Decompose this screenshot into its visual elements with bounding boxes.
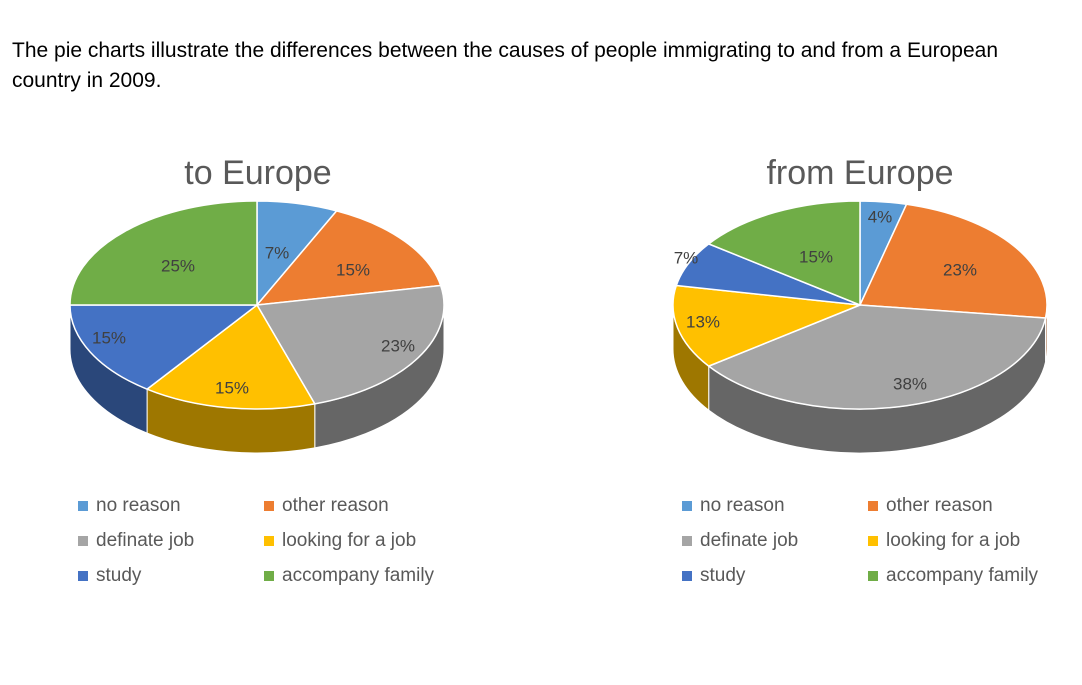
data-label-accompany-family: 25% <box>161 256 195 275</box>
legend-swatch <box>264 571 274 581</box>
chart-title-to-europe: to Europe <box>184 154 332 192</box>
legend-label: looking for a job <box>282 530 417 551</box>
data-label-study: 7% <box>674 248 699 267</box>
legend-swatch <box>264 536 274 546</box>
pie-slice-accompany-family <box>69 200 258 306</box>
legend-swatch <box>682 571 692 581</box>
legend-item-accompany-family: accompany family <box>264 564 434 588</box>
legend-item-definate-job: definate job <box>78 529 194 553</box>
data-label-definate-job: 38% <box>893 374 927 393</box>
legend-label: accompany family <box>282 565 435 586</box>
legend-item-no-reason: no reason <box>682 494 785 518</box>
legend-label: study <box>700 565 746 586</box>
legend-item-accompany-family: accompany family <box>868 564 1038 588</box>
pie-from-europe: 4% 23% 38% 13% 7% 15% <box>672 200 1048 454</box>
legend-label: study <box>96 565 142 586</box>
legend-swatch <box>868 501 878 511</box>
legend-label: other reason <box>886 495 993 516</box>
legend-item-other-reason: other reason <box>868 494 993 518</box>
legend-swatch <box>682 536 692 546</box>
legend-swatch <box>868 571 878 581</box>
legend-swatch <box>78 536 88 546</box>
description: The pie charts illustrate the difference… <box>12 39 999 92</box>
legend-swatch <box>78 571 88 581</box>
legend-label: other reason <box>282 495 389 516</box>
legend-label: accompany family <box>886 565 1039 586</box>
legend-label: definate job <box>700 530 799 551</box>
data-label-no-reason: 7% <box>265 243 290 262</box>
data-label-accompany-family: 15% <box>799 247 833 266</box>
legend-swatch <box>264 501 274 511</box>
pie-slice-definate-job <box>256 284 445 405</box>
pie-slice-other-reason <box>256 210 442 306</box>
legend-item-study: study <box>78 564 141 588</box>
pie-slice-looking-for-a-job <box>672 284 861 367</box>
data-label-looking-for-a-job: 13% <box>686 312 720 331</box>
pie-slice-accompany-family <box>707 200 861 306</box>
pie-slice-looking-for-a-job <box>146 304 316 410</box>
legend-item-no-reason: no reason <box>78 494 181 518</box>
data-label-other-reason: 15% <box>336 260 370 279</box>
legend-label: no reason <box>700 495 785 516</box>
legend-item-other-reason: other reason <box>264 494 389 518</box>
legend-swatch <box>868 536 878 546</box>
data-label-no-reason: 4% <box>868 207 893 226</box>
data-label-looking-for-a-job: 15% <box>215 378 249 397</box>
legend-label: definate job <box>96 530 195 551</box>
legend-item-looking-for-a-job: looking for a job <box>868 529 1020 553</box>
data-label-definate-job: 23% <box>381 336 415 355</box>
legend-swatch <box>78 501 88 511</box>
pie-slice-study <box>69 304 258 390</box>
legend-item-looking-for-a-job: looking for a job <box>264 529 416 553</box>
data-label-study: 15% <box>92 328 126 347</box>
legend-item-study: study <box>682 564 745 588</box>
pie-slice-definate-job <box>707 304 1047 410</box>
legend-label: no reason <box>96 495 181 516</box>
legend-swatch <box>682 501 692 511</box>
pie-to-europe: 7% 15% 23% 15% 15% 25% <box>69 200 445 454</box>
legend-label: looking for a job <box>886 530 1021 551</box>
chart-title-from-europe: from Europe <box>766 154 954 192</box>
pie-slice-other-reason <box>859 203 1048 319</box>
data-label-other-reason: 23% <box>943 260 977 279</box>
legend-item-definate-job: definate job <box>682 529 798 553</box>
